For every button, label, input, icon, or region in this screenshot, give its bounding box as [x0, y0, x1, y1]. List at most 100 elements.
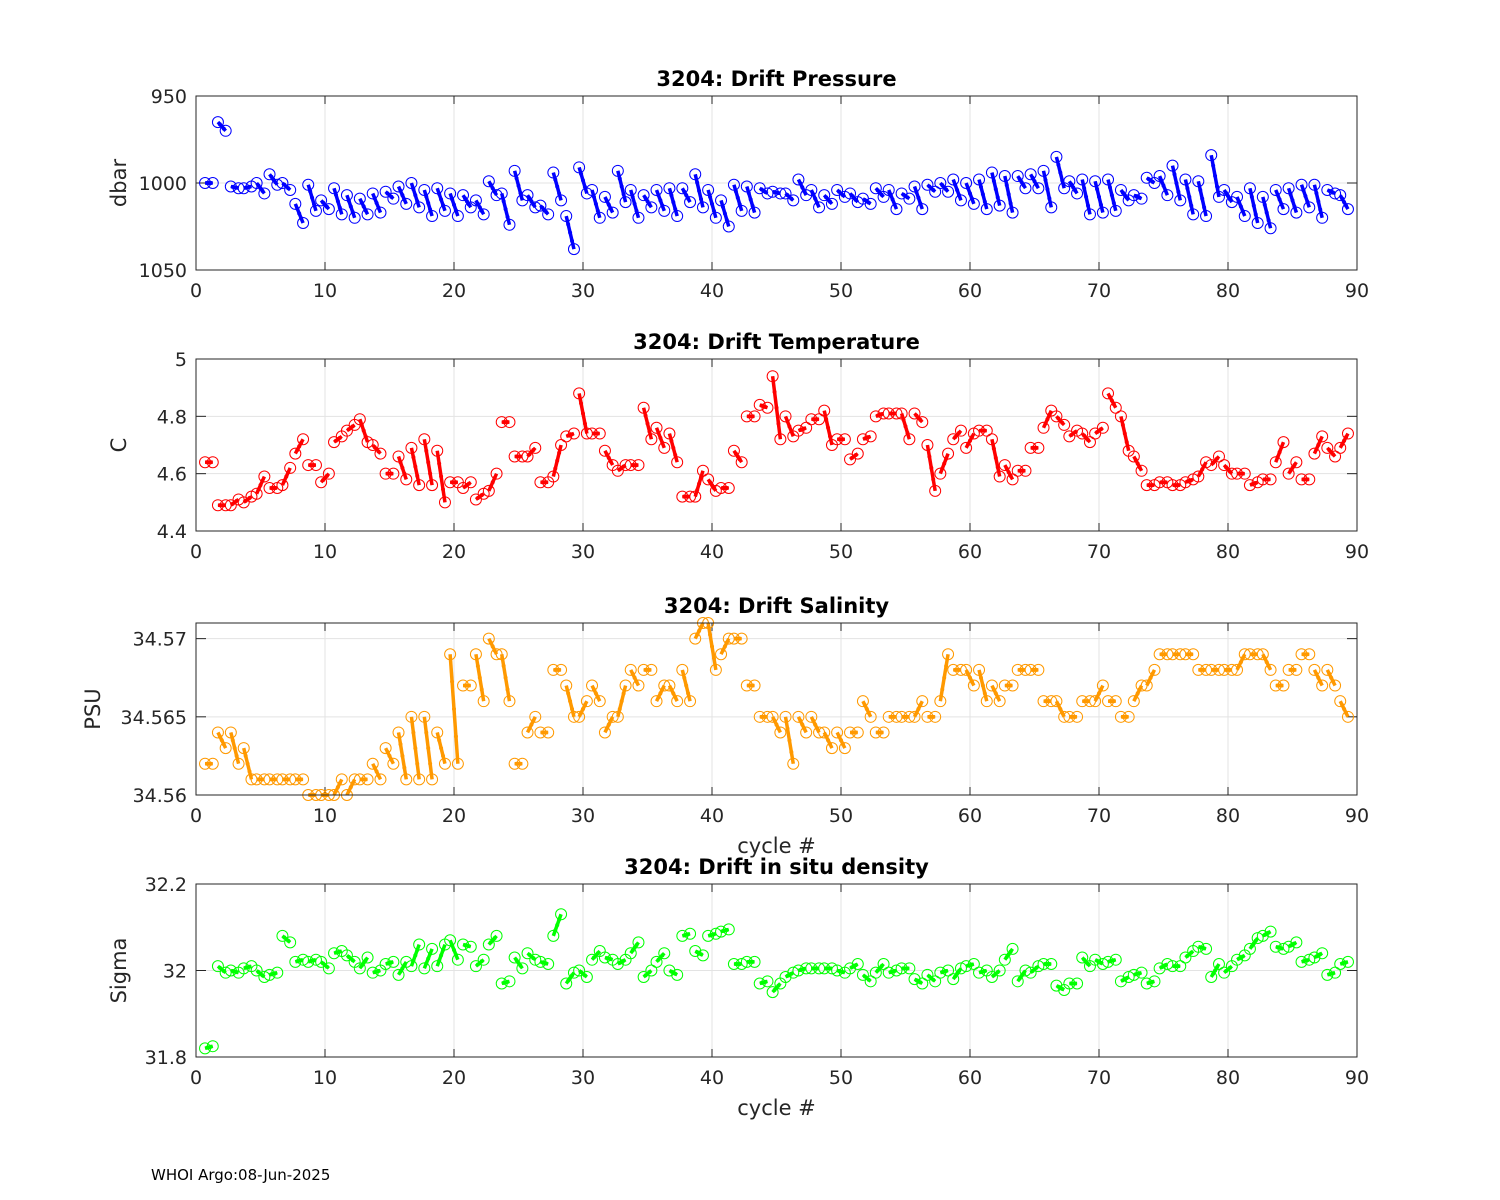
cycle-18-marks	[418, 183, 439, 223]
start-marker	[1024, 168, 1037, 181]
cycle-83-marks	[1256, 925, 1277, 942]
start-marker	[792, 424, 805, 437]
start-marker	[676, 929, 689, 942]
y-tick-label: 34.565	[121, 707, 187, 729]
cycle-51-marks	[844, 958, 864, 975]
cycle-60-marks	[960, 958, 980, 973]
cycle-35-marks	[637, 964, 658, 983]
end-marker	[361, 773, 374, 786]
end-marker	[219, 966, 232, 979]
cycle-74-marks	[1140, 663, 1161, 692]
start-marker	[715, 194, 728, 207]
start-marker	[289, 773, 302, 786]
start-marker	[482, 175, 495, 188]
cycle-71-marks	[1102, 953, 1122, 968]
cycle-85-marks	[1282, 456, 1303, 480]
drift-sample-point	[1174, 181, 1179, 185]
start-marker	[250, 487, 263, 500]
start-marker	[908, 407, 921, 420]
end-marker	[1303, 473, 1316, 486]
end-marker	[542, 726, 555, 739]
drift-sample-point	[1032, 179, 1037, 184]
start-marker	[573, 161, 586, 174]
start-marker	[998, 679, 1011, 692]
start-marker	[534, 476, 547, 489]
drift-sample-point	[634, 208, 639, 213]
cycle-12-marks	[340, 949, 361, 968]
y-tick-label: 4.8	[157, 406, 187, 428]
cycle-37-marks	[663, 679, 684, 708]
drift-sample-point	[1056, 162, 1061, 167]
drift-sample-point	[1262, 202, 1267, 207]
drift-sample-point	[361, 204, 366, 209]
start-marker	[663, 679, 676, 692]
cycle-70-marks	[1089, 175, 1109, 219]
chart-panel-4: 0 10 20 30 40 50 60 70 80 90 31.8 32 32.2 3204: Drift…	[107, 855, 1369, 1120]
cycle-25-marks	[508, 757, 529, 770]
drift-sample-point	[479, 959, 484, 964]
end-marker	[555, 194, 568, 207]
end-marker	[426, 773, 439, 786]
start-marker	[340, 949, 353, 962]
start-marker	[495, 416, 508, 429]
end-marker	[1290, 206, 1303, 219]
drift-sample-point	[1060, 420, 1065, 425]
start-marker	[431, 960, 444, 973]
start-marker	[689, 490, 702, 503]
end-marker	[825, 742, 838, 755]
drift-sample-point	[581, 707, 585, 711]
drift-sample-point	[671, 200, 676, 205]
end-marker	[645, 663, 658, 676]
cycle-34-marks	[624, 183, 645, 224]
y-tick-label: 1000	[139, 173, 187, 195]
cycle-40-marks	[702, 183, 722, 224]
start-marker	[637, 401, 650, 414]
cycle-89-marks	[1334, 695, 1354, 723]
drift-sample-point	[582, 421, 587, 426]
start-marker	[276, 177, 289, 189]
cycle-85-marks	[1282, 663, 1303, 676]
cycle-44-marks	[753, 398, 774, 414]
cycle-36-marks	[650, 421, 671, 454]
end-marker	[542, 208, 555, 221]
cycle-80-marks	[1218, 663, 1238, 676]
end-marker	[593, 695, 606, 708]
start-marker	[547, 929, 560, 942]
start-marker	[482, 938, 495, 951]
end-marker	[232, 757, 245, 770]
drift-sample-point	[413, 464, 418, 469]
start-marker	[199, 456, 212, 469]
start-marker	[1063, 710, 1076, 723]
start-marker	[663, 182, 676, 195]
start-marker	[199, 757, 212, 770]
cycle-2-marks	[211, 960, 232, 979]
end-marker	[1109, 204, 1122, 217]
cycle-30-marks	[573, 695, 593, 723]
cycle-85-marks	[1282, 182, 1303, 219]
drift-sample-point	[503, 675, 508, 680]
drift-sample-point	[553, 177, 558, 182]
drift-sample-point	[772, 389, 777, 394]
end-marker	[206, 1040, 219, 1053]
drift-sample-point	[441, 487, 446, 492]
end-marker	[658, 441, 671, 454]
drift-sample-point	[789, 196, 794, 201]
end-marker	[516, 757, 529, 770]
drift-sample-point	[1107, 185, 1112, 190]
cycle-63-marks	[998, 459, 1019, 486]
cycle-83-marks	[1256, 648, 1277, 676]
start-marker	[856, 433, 869, 446]
cycle-38-marks	[676, 663, 697, 708]
drift-sample-point	[606, 202, 611, 207]
drift-sample-point	[529, 722, 534, 727]
start-marker	[1205, 459, 1218, 472]
cycle-65-marks	[1024, 663, 1045, 676]
end-marker	[555, 663, 568, 676]
start-marker	[1050, 695, 1063, 708]
end-marker	[942, 648, 955, 661]
end-marker	[838, 742, 851, 755]
cycle-20-marks	[444, 934, 464, 966]
cycle-13-marks	[353, 192, 374, 221]
drift-sample-point	[785, 726, 790, 731]
end-marker	[774, 726, 787, 739]
